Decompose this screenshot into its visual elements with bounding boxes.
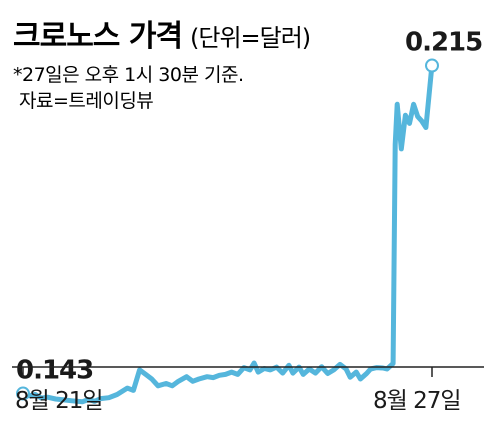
- x-tick-label-start: 8월 21일: [15, 388, 103, 414]
- note-time: *27일은 오후 1시 30분 기준.: [13, 64, 243, 86]
- end-point-marker: [425, 58, 439, 73]
- series-line: [20, 62, 435, 405]
- start-value-label: 0.143: [16, 356, 93, 386]
- x-tick-label-end: 8월 27일: [373, 388, 461, 414]
- start-point-marker: [16, 386, 30, 401]
- unit-label: (단위=달러): [190, 24, 310, 52]
- end-value-label: 0.215: [405, 28, 482, 58]
- chart-title: 크로노스 가격: [13, 19, 182, 54]
- note-source: 자료=트레이딩뷰: [19, 90, 153, 112]
